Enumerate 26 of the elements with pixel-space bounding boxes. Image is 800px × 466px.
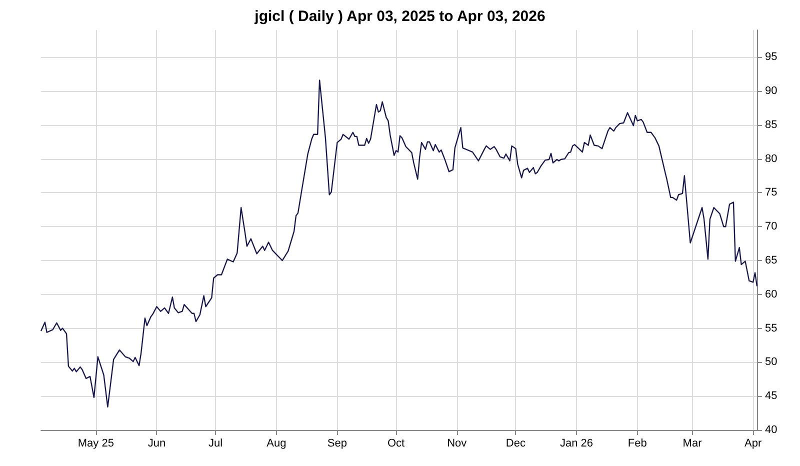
x-tick-label: Apr bbox=[744, 438, 762, 450]
y-tick-label: 55 bbox=[765, 322, 778, 334]
x-tick-label: Jun bbox=[148, 438, 166, 450]
x-tick-label: Feb bbox=[628, 438, 647, 450]
line-series bbox=[40, 80, 758, 408]
x-tick-label: Aug bbox=[266, 438, 286, 450]
y-tick-label: 95 bbox=[765, 51, 778, 64]
chart-title: jgicl ( Daily ) Apr 03, 2025 to Apr 03, 2026 bbox=[254, 8, 546, 25]
x-tick-label: Sep bbox=[327, 438, 347, 450]
x-tick-label: Mar bbox=[682, 438, 702, 450]
y-tick-label: 80 bbox=[765, 152, 778, 165]
y-tick-label: 70 bbox=[765, 220, 778, 233]
y-tick-label: 85 bbox=[765, 118, 778, 131]
x-tick-label: Jan 26 bbox=[560, 438, 594, 450]
y-tick-label: 65 bbox=[765, 254, 778, 267]
y-tick-label: 60 bbox=[765, 288, 778, 300]
x-tick-label: Jul bbox=[208, 438, 223, 450]
y-tick-label: 45 bbox=[765, 390, 778, 402]
y-tick-label: 50 bbox=[765, 356, 778, 368]
x-tick-label: Oct bbox=[387, 438, 405, 450]
x-tick-label: Nov bbox=[447, 438, 468, 450]
y-tick-label: 90 bbox=[765, 85, 778, 98]
x-tick-label: Dec bbox=[506, 438, 526, 450]
y-tick-label: 40 bbox=[765, 424, 778, 436]
x-tick-label: May 25 bbox=[78, 438, 114, 450]
y-tick-label: 75 bbox=[765, 186, 778, 199]
